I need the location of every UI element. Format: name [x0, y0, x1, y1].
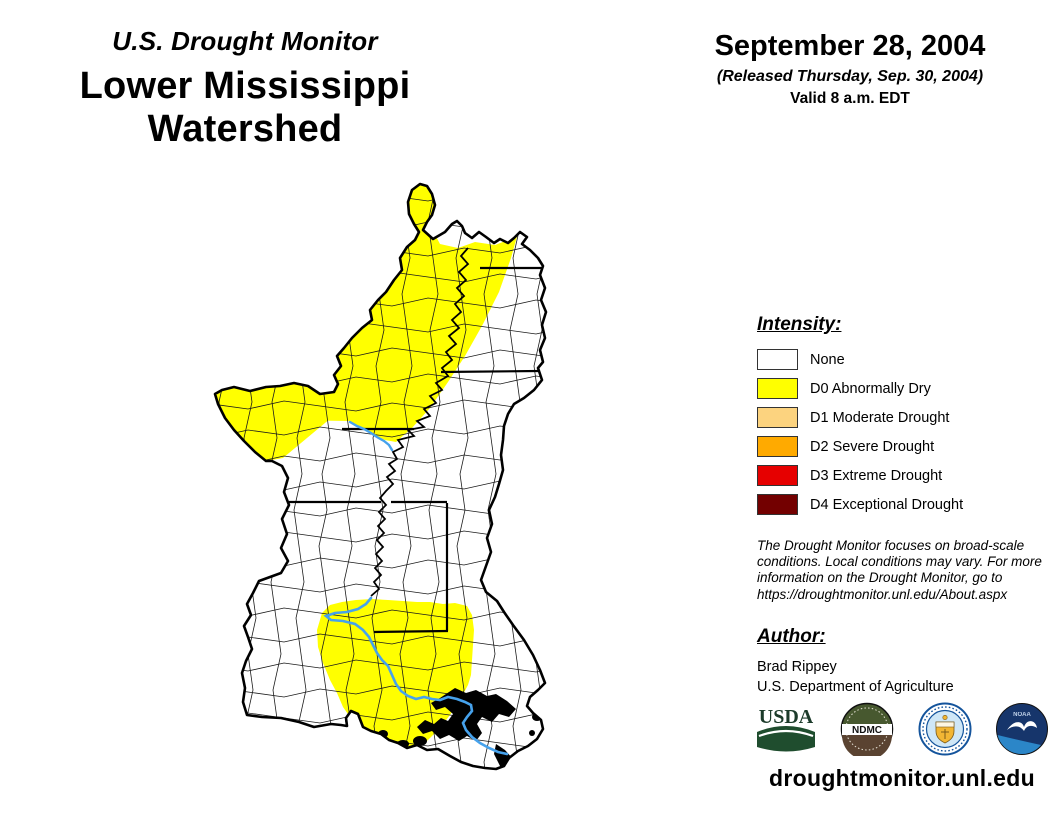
svg-text:NOAA: NOAA	[1013, 712, 1031, 718]
legend-label-d4: D4 Exceptional Drought	[810, 496, 964, 513]
legend-label-d2: D2 Severe Drought	[810, 438, 935, 455]
agency-logos: USDA NDMC NOAA	[755, 702, 1049, 756]
date-block: September 28, 2004 (Released Thursday, S…	[700, 30, 1000, 108]
author-block: Author: Brad Rippey U.S. Department of A…	[757, 626, 954, 695]
legend-heading: Intensity:	[757, 314, 842, 335]
report-supertitle: U.S. Drought Monitor	[112, 26, 378, 56]
d0-region-west-lobe	[215, 390, 340, 461]
ndmc-logo: NDMC	[841, 702, 894, 756]
legend-row-d3: D3 Extreme Drought	[757, 465, 1047, 486]
arkansas-river	[348, 420, 394, 452]
author-heading: Author:	[757, 626, 826, 647]
map-date: September 28, 2004	[714, 30, 986, 62]
svg-text:USDA: USDA	[759, 706, 814, 728]
legend-swatch-d4	[757, 494, 798, 515]
author-org: U.S. Department of Agriculture	[757, 679, 954, 695]
usda-logo: USDA	[757, 706, 815, 752]
legend-label-d0: D0 Abnormally Dry	[810, 380, 931, 397]
legend-label-d3: D3 Extreme Drought	[810, 467, 943, 484]
legend-row-d0: D0 Abnormally Dry	[757, 378, 1047, 399]
doc-logo	[918, 702, 972, 756]
author-name: Brad Rippey	[757, 659, 837, 675]
release-date: (Released Thursday, Sep. 30, 2004)	[716, 68, 984, 85]
site-url: droughtmonitor.unl.edu	[769, 765, 1035, 791]
legend-label-d1: D1 Moderate Drought	[810, 409, 950, 426]
page-title: Lower Mississippi Watershed	[79, 65, 411, 150]
legend-swatch-d3	[757, 465, 798, 486]
intensity-legend: Intensity: None D0 Abnormally Dry D1 Moder…	[757, 314, 1047, 523]
legend-row-d4: D4 Exceptional Drought	[757, 494, 1047, 515]
state-boundaries	[289, 266, 542, 634]
noaa-logo: NOAA	[995, 703, 1048, 755]
legend-rows: None D0 Abnormally Dry D1 Moderate Drought…	[757, 349, 1047, 515]
legend-label-none: None	[810, 351, 845, 368]
svg-text:NDMC: NDMC	[852, 725, 882, 736]
legend-swatch-d2	[757, 436, 798, 457]
legend-swatch-none	[757, 349, 798, 370]
legend-row-d2: D2 Severe Drought	[757, 436, 1047, 457]
legend-row-none: None	[757, 349, 1047, 370]
valid-time: Valid 8 a.m. EDT	[790, 90, 910, 107]
map-title-block: U.S. Drought Monitor Lower Mississippi W…	[10, 26, 480, 151]
legend-swatch-d1	[757, 407, 798, 428]
legend-row-d1: D1 Moderate Drought	[757, 407, 1047, 428]
watershed-outline	[213, 182, 548, 771]
legend-swatch-d0	[757, 378, 798, 399]
rivers	[323, 420, 509, 756]
disclaimer-text: The Drought Monitor focuses on broad-sca…	[757, 538, 1042, 602]
mississippi-river-boundary	[370, 247, 470, 597]
lower-mississippi-river	[323, 596, 509, 756]
